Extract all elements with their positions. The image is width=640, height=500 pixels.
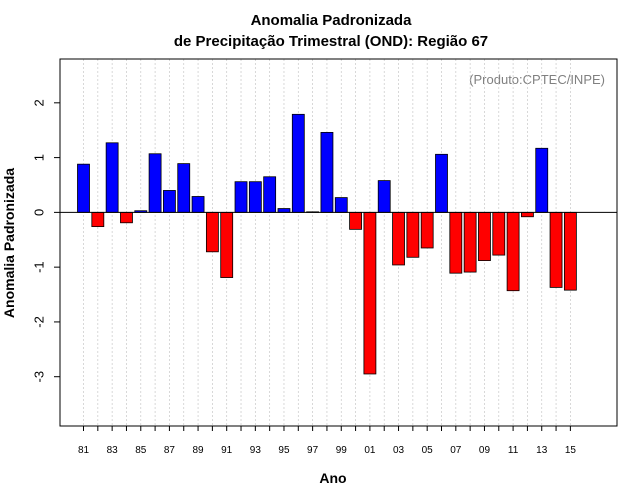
bar-1996: [291, 113, 305, 213]
bar-1992: [234, 181, 248, 213]
bar-1994: [263, 176, 277, 213]
source-annotation: (Produto:CPTEC/INPE): [469, 72, 605, 87]
y-tick-label: 2: [31, 99, 46, 106]
x-tick-label: 97: [307, 445, 319, 456]
bar-1995: [277, 208, 291, 213]
x-tick-label: 87: [164, 445, 176, 456]
bar-2008: [463, 211, 477, 273]
bar-1999: [334, 197, 348, 213]
bar-1991: [220, 211, 234, 278]
x-tick-label: 91: [221, 445, 233, 456]
bar-2003: [392, 211, 405, 266]
y-tick-label: -2: [31, 316, 46, 328]
y-tick-label: -1: [31, 261, 46, 273]
bar-2013: [535, 147, 549, 213]
y-tick-label: 1: [31, 154, 46, 161]
bar-1998: [320, 131, 334, 213]
bar-2009: [478, 211, 491, 261]
x-axis-title: Ano: [319, 470, 346, 486]
bar-2001: [363, 211, 377, 375]
bar-1983: [105, 142, 119, 213]
bar-2002: [377, 180, 391, 213]
x-tick-label: 03: [393, 445, 405, 456]
bar-1993: [248, 181, 262, 213]
bar-1984: [120, 211, 133, 224]
bar-2006: [435, 153, 448, 213]
y-tick-label: 0: [31, 209, 46, 216]
bar-2007: [449, 211, 463, 274]
y-tick-label: -3: [31, 371, 46, 383]
bar-2010: [492, 211, 506, 256]
bar-2014: [549, 211, 563, 288]
x-tick-label: 11: [508, 445, 519, 456]
y-axis-title: Anomalia Padronizada: [1, 168, 17, 318]
x-tick-label: 05: [422, 445, 434, 456]
x-tick-label: 01: [364, 445, 376, 456]
x-tick-label: 93: [250, 445, 262, 456]
bar-2012: [521, 211, 534, 218]
bar-1987: [163, 190, 176, 213]
bar-1990: [205, 211, 219, 253]
x-tick-label: 15: [565, 445, 577, 456]
bar-1982: [91, 211, 105, 228]
chart-title: Anomalia Padronizada: [251, 12, 413, 29]
x-tick-label: 81: [78, 445, 90, 456]
x-tick-label: 85: [135, 445, 147, 456]
bar-1981: [77, 163, 90, 213]
bar-2004: [406, 211, 420, 258]
bar-1988: [177, 163, 191, 213]
x-tick-label: 99: [336, 445, 348, 456]
x-tick-label: 13: [536, 445, 548, 456]
plot-frame: [59, 58, 618, 427]
x-tick-label: 89: [192, 445, 204, 456]
bar-2000: [349, 211, 362, 230]
bar-2005: [420, 211, 434, 249]
x-tick-label: 83: [107, 445, 119, 456]
x-tick-label: 09: [479, 445, 491, 456]
bar-2015: [563, 211, 577, 291]
bar-2011: [506, 211, 520, 292]
x-tick-label: 07: [450, 445, 462, 456]
x-tick-label: 95: [278, 445, 290, 456]
bar-1989: [191, 196, 205, 213]
chart-subtitle: de Precipitação Trimestral (OND): Região…: [174, 33, 488, 50]
bar-1986: [148, 153, 162, 213]
bars: [77, 113, 577, 375]
